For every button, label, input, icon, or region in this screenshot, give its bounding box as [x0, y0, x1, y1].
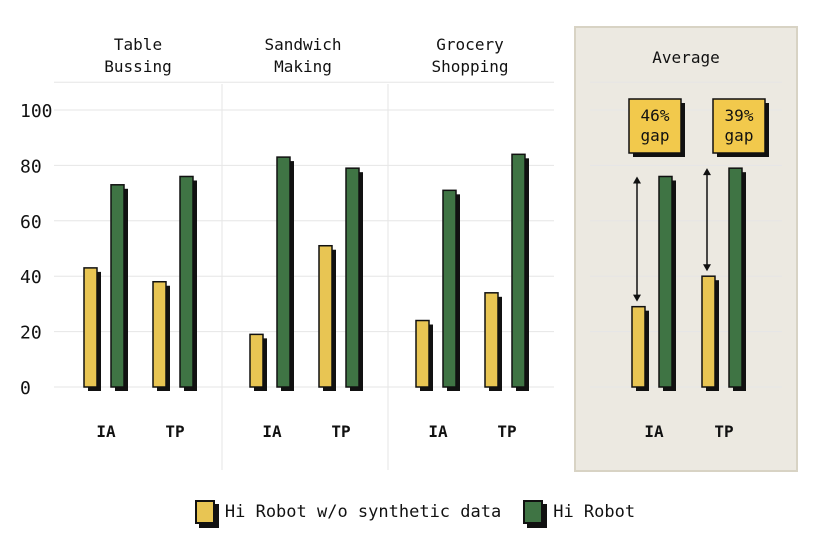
- gap-note-text: gap: [641, 126, 670, 145]
- panel-title: Bussing: [104, 57, 171, 76]
- gap-note-text: 39%: [725, 106, 754, 125]
- average-panel-bg: [574, 26, 798, 472]
- legend-swatch-no-synthetic: [194, 500, 215, 524]
- y-tick-label: 100: [20, 101, 53, 122]
- bar: [345, 167, 360, 388]
- gap-note-text: 46%: [641, 106, 670, 125]
- panel-title: Grocery: [436, 35, 504, 54]
- bar: [152, 280, 167, 388]
- bar: [442, 189, 457, 388]
- gap-arrowhead: [633, 294, 641, 302]
- category-label: IA: [428, 422, 448, 441]
- bar: [728, 167, 743, 388]
- category-label: TP: [331, 422, 350, 441]
- category-label: IA: [262, 422, 282, 441]
- gap-arrowhead: [703, 264, 711, 272]
- legend-item-no-synthetic: Hi Robot w/o synthetic data: [194, 500, 502, 524]
- y-tick-label: 80: [20, 156, 42, 177]
- category-label: TP: [714, 422, 733, 441]
- panel-title: Shopping: [431, 57, 508, 76]
- bar: [110, 184, 125, 388]
- category-label: TP: [497, 422, 516, 441]
- gap-note-text: gap: [725, 126, 754, 145]
- bar: [415, 319, 430, 388]
- y-tick-label: 20: [20, 323, 42, 344]
- y-tick-label: 60: [20, 212, 42, 233]
- bar: [658, 175, 673, 388]
- chart-canvas: 0 20 40 60 80 100 Table Bussing IA TP Sandwich Maki…: [20, 26, 798, 472]
- legend-label-no-synthetic: Hi Robot w/o synthetic data: [224, 502, 502, 522]
- panel-title: Table: [114, 35, 162, 54]
- y-tick-label: 40: [20, 267, 42, 288]
- bar: [701, 275, 716, 388]
- gap-arrowhead: [633, 176, 641, 184]
- category-label: IA: [644, 422, 664, 441]
- category-label: TP: [165, 422, 184, 441]
- bar: [631, 305, 646, 388]
- legend-label-hi-robot: Hi Robot: [553, 502, 636, 522]
- gap-arrowhead: [703, 168, 711, 176]
- bar: [179, 175, 194, 388]
- panel-title: Sandwich: [264, 35, 341, 54]
- legend-swatch-hi-robot: [523, 500, 544, 524]
- bar: [511, 153, 526, 388]
- bar: [276, 156, 291, 388]
- gap-note-box: [712, 98, 766, 154]
- bar: [249, 333, 264, 388]
- y-tick-label: 0: [20, 378, 31, 399]
- panel-title: Making: [274, 57, 332, 76]
- category-label: IA: [96, 422, 116, 441]
- gap-note-box: [628, 98, 682, 154]
- bar: [484, 292, 499, 388]
- legend-item-hi-robot: Hi Robot: [523, 500, 635, 524]
- panel-title: Average: [652, 48, 719, 67]
- bar: [318, 244, 333, 388]
- legend: Hi Robot w/o synthetic data Hi Robot: [0, 496, 830, 528]
- bar: [83, 267, 98, 388]
